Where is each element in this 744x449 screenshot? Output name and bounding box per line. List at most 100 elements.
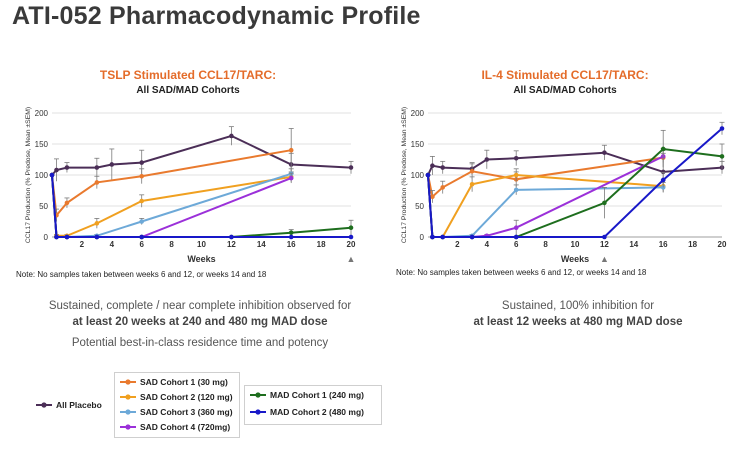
legend-sad2-marker — [120, 394, 136, 400]
legend-sad4-marker — [120, 424, 136, 430]
tslp-point-placebo — [139, 160, 144, 165]
tslp-x-label: Weeks — [187, 254, 215, 264]
il4-ytick-label: 200 — [411, 109, 425, 118]
left-summary-line1: Sustained, complete / near complete inhi… — [48, 300, 352, 312]
tslp-xtick-label: 8 — [169, 240, 174, 249]
il4-chart: 0 50 100 150 200 2 4 6 8 10 12 14 16 18 20 CCL17 Produc… — [401, 107, 727, 264]
il4-y-label: CCL17 Production (% Predose, Mean ±SEM) — [401, 107, 408, 243]
tslp-ytick-label: 100 — [35, 171, 49, 180]
left-summary-line3: Potential best-in-class residence time a… — [71, 337, 329, 349]
il4-point-placebo — [513, 155, 519, 161]
il4-point-mad2 — [660, 177, 666, 183]
il4-point-mad1 — [660, 146, 666, 152]
legend-placebo-marker — [36, 402, 52, 408]
tslp-point-placebo — [229, 133, 234, 139]
tslp-xtick-label: 14 — [257, 240, 266, 249]
il4-point-placebo — [602, 150, 607, 155]
legend-mad1: MAD Cohort 1 (240 mg) — [250, 389, 378, 401]
tslp-point-placebo — [94, 165, 100, 170]
il4-point-mad2 — [513, 234, 519, 240]
il4-xtick-label: 12 — [600, 240, 609, 249]
tslp-point-placebo — [64, 165, 70, 170]
left-note: Note: No samples taken between weeks 6 a… — [16, 270, 267, 279]
il4-x-label: Weeks — [561, 254, 589, 264]
il4-point-mad2 — [719, 126, 725, 131]
il4-series-sad1-line — [427, 156, 664, 199]
tslp-point-sad1 — [288, 147, 294, 153]
il4-point-sad2 — [513, 172, 519, 178]
tslp-xtick-label: 10 — [197, 240, 206, 249]
legend-sad3: SAD Cohort 3 (360 mg) — [120, 406, 238, 418]
tslp-series-sad1-line — [51, 149, 292, 218]
legend-sad1-marker — [120, 379, 136, 385]
tslp-xtick-label: 20 — [347, 240, 356, 249]
tslp-xtick-label: 16 — [287, 240, 296, 249]
il4-ytick-label: 0 — [420, 233, 425, 242]
il4-point-sad1 — [440, 185, 445, 190]
tslp-y-label: CCL17 Production (% Predose, Mean ±SEM) — [25, 107, 32, 243]
tslp-point-sad1 — [139, 173, 144, 179]
legend-sad2: SAD Cohort 2 (120 mg) — [120, 391, 238, 403]
il4-point-sad1 — [430, 194, 435, 199]
left-chart-title: TSLP Stimulated CCL17/TARC: — [99, 68, 277, 82]
right-summary: Sustained, 100% inhibition for at least … — [398, 298, 744, 330]
tslp-point-mad2 — [288, 234, 294, 240]
tslp-point-sad2 — [139, 198, 144, 204]
legend-mad2: MAD Cohort 2 (480 mg) — [250, 406, 378, 418]
tslp-ytick-label: 50 — [39, 202, 48, 211]
il4-point-sad1 — [469, 168, 475, 174]
il4-point-sad2 — [469, 182, 475, 187]
tslp-xtick-label: 2 — [80, 240, 85, 249]
il4-point-sad3 — [513, 187, 519, 193]
il4-xtick-label: 16 — [659, 240, 668, 249]
right-chart-title: IL-4 Stimulated CCL17/TARC: — [481, 68, 649, 82]
right-summary-line1: Sustained, 100% inhibition for — [501, 300, 655, 312]
left-summary: Sustained, complete / near complete inhi… — [20, 298, 380, 351]
tslp-ytick-label: 150 — [35, 140, 49, 149]
tslp-point-mad2 — [229, 234, 234, 240]
il4-xtick-label: 6 — [514, 240, 519, 249]
il4-point-mad1 — [719, 154, 725, 159]
tslp-xtick-label: 6 — [139, 240, 144, 249]
il4-xtick-label: 10 — [571, 240, 580, 249]
tslp-point-mad2 — [348, 234, 354, 240]
right-chart-subtitle: All SAD/MAD Cohorts — [513, 85, 617, 96]
mad-legend-box — [244, 385, 382, 425]
left-chart-subtitle: All SAD/MAD Cohorts — [136, 85, 240, 96]
il4-point-mad2 — [430, 234, 435, 240]
legend-sad3-marker — [120, 409, 136, 415]
right-summary-line2: at least 12 weeks at 480 mg MAD dose — [473, 316, 683, 328]
il4-point-mad2 — [425, 172, 431, 178]
legend-mad1-marker — [250, 392, 266, 398]
tslp-point-mad1 — [348, 225, 354, 230]
tslp-week-marker: ▲ — [347, 254, 356, 264]
tslp-point-mad2 — [49, 172, 55, 178]
tslp-chart: 0 50 100 150 200 2 4 6 8 10 12 14 16 18 20 CCL17 Produc… — [25, 107, 356, 264]
il4-xtick-label: 20 — [718, 240, 727, 249]
il4-point-placebo — [430, 163, 435, 168]
tslp-ytick-label: 200 — [35, 109, 49, 118]
il4-point-mad2 — [440, 234, 445, 240]
il4-point-placebo — [440, 165, 445, 170]
il4-xtick-label: 8 — [543, 240, 548, 249]
il4-point-mad2 — [602, 234, 607, 240]
tslp-point-sad3 — [139, 219, 144, 224]
il4-point-mad2 — [469, 234, 475, 240]
legend-sad1: SAD Cohort 1 (30 mg) — [120, 376, 238, 388]
tslp-point-placebo — [109, 162, 115, 167]
tslp-point-mad2 — [94, 234, 100, 240]
il4-xtick-label: 18 — [688, 240, 697, 249]
tslp-point-sad4 — [288, 175, 294, 181]
tslp-xtick-label: 12 — [227, 240, 236, 249]
tslp-point-mad1 — [288, 230, 294, 235]
tslp-point-sad2 — [94, 221, 100, 226]
tslp-xtick-label: 4 — [110, 240, 115, 249]
legend-sad4: SAD Cohort 4 (720mg) — [120, 421, 238, 433]
il4-ytick-label: 100 — [411, 171, 425, 180]
tslp-ytick-label: 0 — [44, 233, 49, 242]
right-note: Note: No samples taken between weeks 6 a… — [396, 268, 647, 277]
tslp-point-mad2 — [54, 234, 59, 240]
legend-mad2-marker — [250, 409, 266, 415]
il4-point-placebo — [484, 157, 490, 162]
il4-xtick-label: 14 — [629, 240, 638, 249]
